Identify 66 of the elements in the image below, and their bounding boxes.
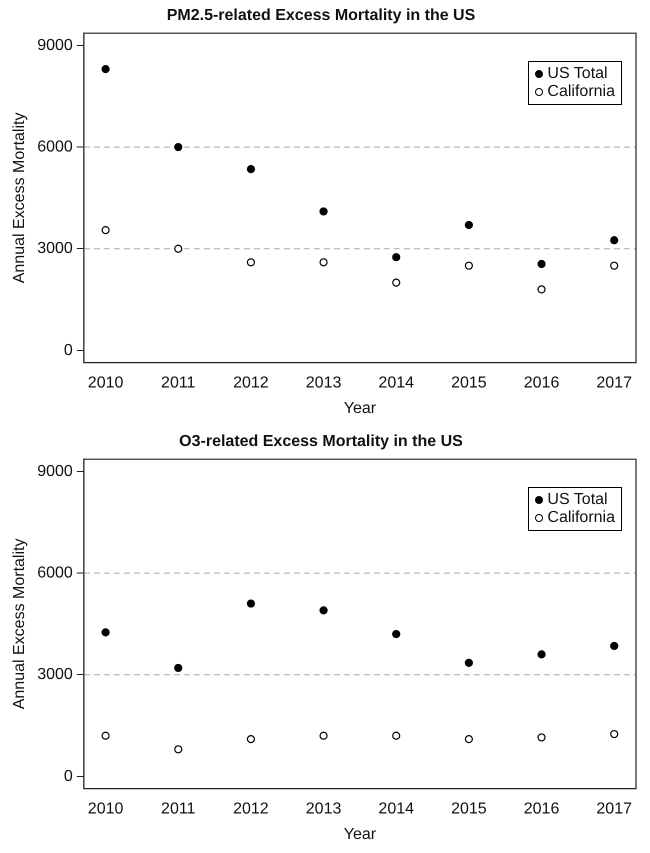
point bbox=[610, 730, 618, 738]
x-tick-label: 2017 bbox=[596, 374, 632, 392]
x-tick-label: 2013 bbox=[306, 374, 342, 392]
x-tick-label: 2014 bbox=[378, 800, 414, 818]
point bbox=[464, 262, 473, 270]
point bbox=[392, 253, 400, 262]
x-tick-label: 2010 bbox=[88, 800, 124, 818]
y-tick-label: 3000 bbox=[37, 240, 73, 258]
y-tick-label: 0 bbox=[64, 342, 73, 359]
x-tick-label: 2015 bbox=[451, 374, 487, 392]
point bbox=[319, 732, 328, 740]
x-axis-title: Year bbox=[344, 400, 377, 417]
point bbox=[392, 278, 400, 287]
x-tick-label: 2011 bbox=[161, 800, 196, 818]
point bbox=[537, 733, 546, 742]
legend-label: California bbox=[547, 83, 615, 102]
point bbox=[392, 732, 400, 740]
point bbox=[610, 262, 618, 270]
point bbox=[101, 628, 110, 636]
point bbox=[610, 236, 618, 244]
y-axis-title: Annual Excess Mortality bbox=[11, 112, 28, 284]
x-tick-label: 2012 bbox=[233, 374, 269, 392]
x-axis-title: Year bbox=[344, 826, 377, 843]
point bbox=[464, 220, 473, 230]
chart-title: O3-related Excess Mortality in the US bbox=[179, 433, 464, 450]
x-tick-label: 2014 bbox=[378, 374, 414, 392]
point bbox=[246, 599, 256, 608]
chart-title: PM2.5-related Excess Mortality in the US bbox=[166, 7, 476, 24]
point bbox=[246, 164, 256, 174]
point bbox=[610, 642, 618, 650]
point bbox=[174, 244, 182, 253]
x-tick-label: 2012 bbox=[233, 800, 269, 818]
point bbox=[101, 732, 110, 740]
point bbox=[319, 207, 328, 216]
y-axis-title: Annual Excess Mortality bbox=[11, 538, 28, 710]
legend-label: US Total bbox=[547, 65, 608, 84]
y-tick-label: 3000 bbox=[37, 666, 73, 684]
y-tick-label: 0 bbox=[64, 768, 73, 785]
legend-label: US Total bbox=[547, 491, 608, 510]
y-tick-label: 6000 bbox=[37, 138, 73, 156]
y-tick-label: 6000 bbox=[37, 564, 73, 582]
point bbox=[464, 658, 473, 667]
y-tick-label: 9000 bbox=[37, 36, 73, 54]
point bbox=[319, 258, 328, 266]
point bbox=[246, 258, 256, 266]
x-tick-label: 2011 bbox=[161, 374, 196, 392]
legend-label: California bbox=[547, 509, 615, 528]
point bbox=[246, 735, 256, 744]
point bbox=[464, 735, 473, 744]
point bbox=[537, 285, 546, 294]
point bbox=[174, 664, 182, 672]
point bbox=[537, 650, 546, 658]
y-tick-label: 9000 bbox=[37, 462, 73, 480]
x-tick-label: 2010 bbox=[88, 374, 124, 392]
x-tick-label: 2017 bbox=[596, 800, 632, 818]
x-tick-label: 2016 bbox=[524, 374, 560, 392]
x-tick-label: 2015 bbox=[451, 800, 487, 818]
point bbox=[174, 142, 182, 152]
point bbox=[319, 606, 328, 614]
point bbox=[174, 745, 182, 754]
point bbox=[101, 226, 110, 234]
x-tick-label: 2016 bbox=[524, 800, 560, 818]
point bbox=[392, 630, 400, 638]
point bbox=[537, 260, 546, 268]
point bbox=[101, 65, 110, 74]
x-tick-label: 2013 bbox=[306, 800, 342, 818]
